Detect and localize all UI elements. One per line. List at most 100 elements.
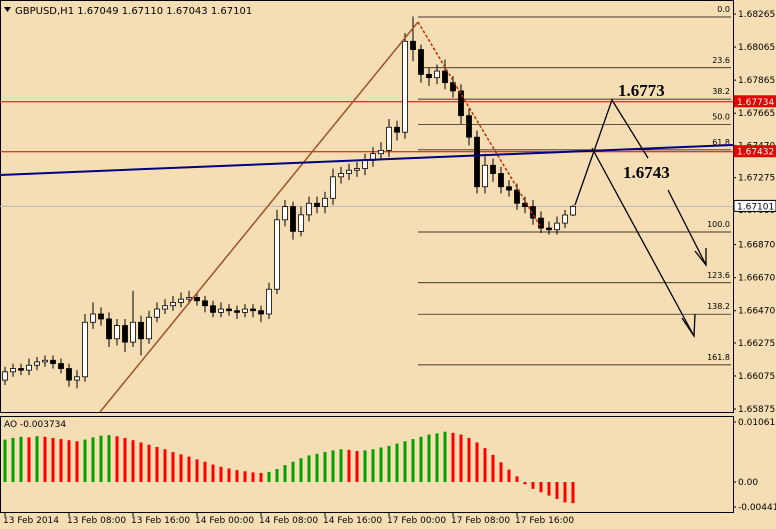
candle-body (82, 321, 88, 378)
candle-body (426, 73, 432, 79)
ao-bar (539, 482, 543, 493)
candle-body (506, 186, 512, 191)
candle-body (178, 298, 184, 303)
candle-body (538, 217, 544, 229)
ao-bar (435, 433, 439, 483)
y-tick-label: 1.67665 (738, 109, 775, 119)
candle-body (346, 169, 352, 174)
ao-bar (67, 440, 71, 483)
candle-body (202, 300, 208, 307)
candle-body (242, 308, 248, 313)
y-tick-label: 0.00 (738, 478, 758, 488)
ao-bar (523, 482, 527, 485)
ao-bar (571, 482, 575, 504)
ao-bar (11, 437, 15, 483)
x-tick-label: 14 Feb 16:00 (323, 516, 382, 526)
ao-bar (347, 449, 351, 483)
ao-bar (467, 437, 471, 483)
ao-bar (411, 439, 415, 483)
candle-body (130, 321, 136, 343)
candle-body (250, 308, 256, 312)
candle-body (74, 376, 80, 381)
price-label-box (733, 95, 776, 108)
x-tick-label: 13 Feb 2014 (3, 516, 59, 526)
fib-label: 50.0 (712, 112, 730, 121)
trend-line (99, 21, 419, 413)
ao-bar (443, 431, 447, 483)
ao-bar (475, 442, 479, 483)
ao-bar (323, 452, 327, 483)
candle-body (530, 206, 536, 219)
arrow-head (694, 248, 707, 267)
fib-label: 61.8 (712, 138, 730, 147)
ao-bar (83, 439, 87, 483)
candle-body (210, 305, 216, 313)
y-tick-label: 1.67275 (738, 174, 775, 184)
ao-bar (283, 465, 287, 483)
ao-bar (371, 449, 375, 483)
ao-bar (451, 432, 455, 483)
ao-bar (139, 442, 143, 483)
candle-body (450, 82, 456, 92)
fib-label: 100.0 (707, 220, 730, 229)
ao-bar (59, 439, 63, 483)
y-tick-label: 1.67865 (738, 76, 775, 86)
x-tick-label: 17 Feb 00:00 (387, 516, 446, 526)
menu-icon (4, 7, 11, 12)
y-tick-label: 1.66670 (738, 274, 775, 284)
ao-bar (379, 447, 383, 483)
candle-body (106, 318, 112, 340)
ao-bar (3, 439, 7, 483)
candle-body (402, 40, 408, 133)
candle-body (114, 325, 120, 340)
price-label-box (733, 199, 776, 212)
candle-body (434, 70, 440, 79)
candle-body (226, 308, 232, 312)
fib-label: 123.6 (707, 271, 730, 280)
candle-body (2, 371, 8, 381)
ao-bar (123, 437, 127, 483)
ao-bar (315, 453, 319, 483)
y-tick-label: -0.004418 (738, 503, 776, 513)
candle-body (298, 214, 304, 232)
ao-bar (147, 444, 151, 483)
candle-body (410, 40, 416, 50)
y-tick-label: 1.66275 (738, 339, 775, 349)
ao-bar (547, 482, 551, 496)
price-label-box (733, 145, 776, 158)
x-tick-label: 14 Feb 00:00 (195, 516, 254, 526)
price-label: 1.67432 (737, 148, 774, 158)
ao-bar (427, 434, 431, 483)
forecast-arrow (591, 147, 695, 337)
ao-bar (299, 458, 303, 483)
candle-body (490, 164, 496, 174)
price-label: 1.67101 (737, 202, 774, 212)
candle-body (34, 361, 40, 366)
ao-bar (291, 461, 295, 483)
candle-body (154, 308, 160, 318)
candle-body (338, 173, 344, 178)
y-tick-label: 1.66870 (738, 241, 775, 251)
candle-body (162, 305, 168, 310)
ao-bar (243, 471, 247, 483)
candle-body (306, 202, 312, 216)
ao-bar (459, 434, 463, 483)
candle-body (218, 308, 224, 313)
y-tick-label: 1.66075 (738, 372, 775, 382)
ao-bar (35, 436, 39, 483)
ao-bar (403, 441, 407, 483)
drawings (0, 21, 734, 413)
fib-label: 138.2 (707, 302, 730, 311)
ao-bar (163, 449, 167, 483)
candle-body (258, 310, 264, 315)
candle-body (570, 206, 576, 216)
forecast-line (574, 98, 649, 206)
candle-body (26, 364, 32, 371)
candle-body (290, 206, 296, 232)
fib-label: 0.0 (717, 5, 730, 14)
candle-body (18, 368, 24, 371)
ao-bar (339, 449, 343, 483)
candle-body (474, 136, 480, 188)
